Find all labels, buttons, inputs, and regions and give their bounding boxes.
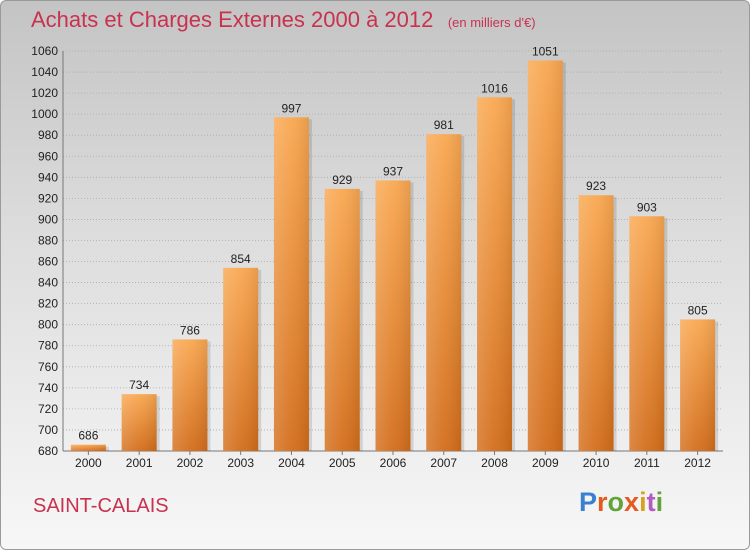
y-tick-label: 760: [38, 360, 58, 374]
y-tick-label: 1060: [31, 44, 58, 58]
x-tick-label: 2006: [380, 456, 407, 470]
x-tick-label: 2003: [227, 456, 254, 470]
bar-shine: [629, 216, 665, 451]
bar-shine: [70, 444, 106, 451]
x-tick-label: 2012: [684, 456, 711, 470]
y-tick-label: 680: [38, 444, 58, 458]
bar-shine: [527, 60, 563, 451]
proxiti-logo: Proxiti: [579, 487, 664, 517]
bar-shine: [426, 134, 462, 451]
y-tick-label: 880: [38, 233, 58, 247]
bar-value-label: 786: [180, 323, 200, 337]
y-tick-label: 780: [38, 339, 58, 353]
bar-value-label: 981: [434, 118, 454, 132]
x-tick-label: 2001: [126, 456, 153, 470]
x-tick-label: 2007: [430, 456, 457, 470]
labels: 680 700 720 740 760 780 800 820 840 860 880 900 920 9…: [31, 44, 711, 470]
bar-value-label: 1051: [532, 44, 559, 58]
chart-subtitle: (en milliers d'€): [447, 15, 536, 30]
bar-value-label: 997: [281, 101, 301, 115]
y-tick-label: 700: [38, 423, 58, 437]
bar-value-label: 686: [78, 429, 98, 443]
bar-shine: [324, 188, 360, 452]
y-tick-label: 980: [38, 128, 58, 142]
bar-shine: [578, 195, 614, 451]
city-name: SAINT-CALAIS: [33, 495, 169, 517]
y-tick-label: 720: [38, 402, 58, 416]
bars: [70, 60, 719, 452]
x-tick-label: 2009: [532, 456, 559, 470]
x-tick-label: 2002: [177, 456, 204, 470]
x-tick-label: 2010: [583, 456, 610, 470]
bar-shine: [477, 97, 513, 451]
y-tick-label: 740: [38, 381, 58, 395]
bar-shine: [172, 339, 208, 451]
bar-value-label: 734: [129, 378, 149, 392]
bar-value-label: 937: [383, 164, 403, 178]
bar-value-label: 1016: [481, 81, 508, 95]
y-tick-label: 800: [38, 318, 58, 332]
bar-shine: [273, 117, 309, 451]
y-tick-label: 820: [38, 297, 58, 311]
bar-value-label: 854: [231, 252, 251, 266]
bar-value-label: 805: [688, 303, 708, 317]
bar-value-label: 903: [637, 200, 657, 214]
y-tick-label: 900: [38, 212, 58, 226]
bar-shine: [121, 394, 157, 451]
chart-title: Achats et Charges Externes 2000 à 2012: [31, 7, 434, 32]
y-tick-label: 920: [38, 191, 58, 205]
y-tick-label: 1000: [31, 107, 58, 121]
bar-shine: [223, 267, 259, 451]
y-tick-label: 1020: [31, 86, 58, 100]
y-tick-label: 940: [38, 170, 58, 184]
y-tick-label: 860: [38, 255, 58, 269]
x-tick-label: 2005: [329, 456, 356, 470]
x-tick-label: 2000: [75, 456, 102, 470]
bar-value-label: 923: [586, 179, 606, 193]
x-tick-label: 2004: [278, 456, 305, 470]
bar-shine: [375, 180, 411, 451]
bar-shine: [680, 319, 716, 451]
y-tick-label: 840: [38, 276, 58, 290]
y-tick-label: 1040: [31, 65, 58, 79]
bar-value-label: 929: [332, 173, 352, 187]
x-tick-label: 2011: [634, 456, 660, 470]
x-tick-label: 2008: [481, 456, 508, 470]
title-block: Achats et Charges Externes 2000 à 2012 (…: [31, 7, 536, 33]
y-tick-label: 960: [38, 149, 58, 163]
